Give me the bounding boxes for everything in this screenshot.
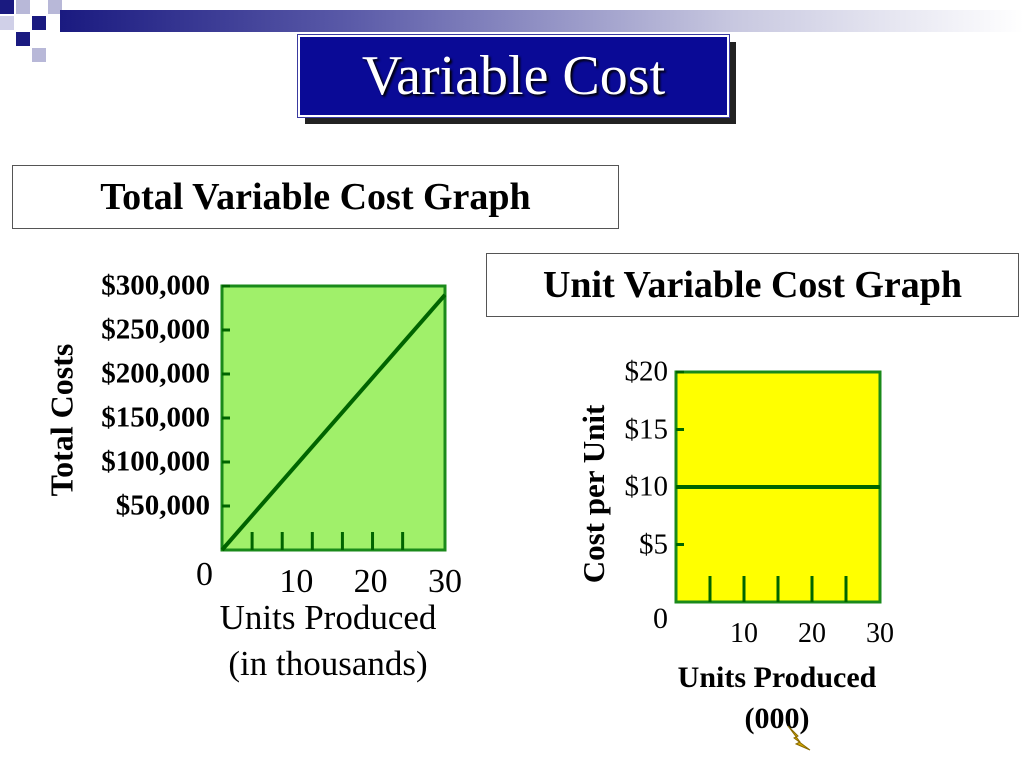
slide-title: Variable Cost [297, 34, 730, 118]
y-tick-label: $200,000 [101, 357, 210, 390]
y-tick-label: $100,000 [101, 445, 210, 478]
slide-decoration [0, 0, 1024, 62]
total-x-axis-label-line1: Units Produced [219, 598, 437, 637]
y-tick-label: $5 [639, 528, 668, 560]
x-tick-label: 20 [798, 618, 826, 649]
unit-origin-label: 0 [653, 602, 668, 635]
deco-square [32, 48, 46, 62]
deco-square [0, 16, 14, 30]
unit-x-axis-label-line2: (000) [744, 702, 810, 735]
x-tick-label: 30 [866, 618, 894, 649]
total-x-axis-label-line2: (in thousands) [228, 644, 428, 683]
x-tick-label: 20 [353, 563, 388, 600]
y-tick-label: $150,000 [101, 401, 210, 434]
x-tick-label: 10 [279, 563, 314, 600]
deco-square [48, 0, 62, 14]
y-tick-label: $300,000 [101, 269, 210, 302]
series-line [220, 293, 447, 552]
x-tick-label: 10 [730, 618, 758, 649]
lightning-icon [787, 725, 811, 751]
y-tick-label: $250,000 [101, 313, 210, 346]
deco-square [16, 0, 30, 14]
total-chart-title: Total Variable Cost Graph [12, 165, 619, 229]
unit-variable-cost-plot [674, 370, 882, 604]
x-tick-label: 30 [428, 563, 462, 600]
unit-chart-title: Unit Variable Cost Graph [486, 253, 1019, 317]
unit-x-axis-label-line1: Units Produced [677, 661, 877, 694]
y-tick-label: $15 [624, 413, 669, 445]
total-variable-cost-plot [220, 284, 447, 552]
title-gradient-bar [60, 10, 1024, 32]
y-tick-label: $10 [624, 470, 669, 503]
deco-square [0, 0, 14, 14]
y-tick-label: $50,000 [115, 489, 210, 522]
deco-square [16, 32, 30, 46]
y-tick-label: $20 [624, 355, 669, 388]
total-origin-label: 0 [196, 556, 213, 593]
deco-square [32, 16, 46, 30]
